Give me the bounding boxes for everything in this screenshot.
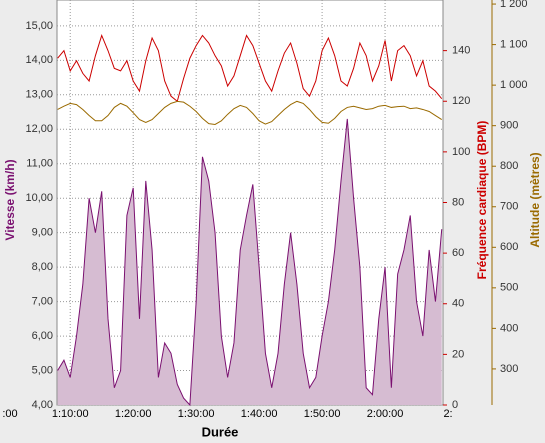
y3-tick-label: 500 xyxy=(500,282,518,294)
series-line xyxy=(57,100,443,125)
y3-tick-label: 400 xyxy=(500,322,518,334)
series-line xyxy=(57,118,443,407)
x-tick-label: 1:50:00 xyxy=(304,408,341,420)
x-tick-label: 2: xyxy=(443,408,452,420)
y3-tick-label: 300 xyxy=(500,363,518,375)
series-line xyxy=(57,33,443,103)
y2-tick-label: 140 xyxy=(452,45,470,57)
y2-tick-label: 20 xyxy=(452,348,464,360)
y3-tick-label: 1 100 xyxy=(500,39,528,51)
y3-tick-label: 800 xyxy=(500,160,518,172)
x-tick-label: 1:40:00 xyxy=(241,408,278,420)
x-tick-label: 1:20:00 xyxy=(115,408,152,420)
y3-tick-label: 1 000 xyxy=(500,79,528,91)
y-tick-label: 11,00 xyxy=(26,158,53,170)
y-tick-label: 14,00 xyxy=(25,54,53,66)
y2-tick-label: 100 xyxy=(452,146,470,158)
y-axis-title: Vitesse (km/h) xyxy=(3,159,17,240)
area-fill xyxy=(57,118,442,406)
y2-tick-label: 0 xyxy=(452,399,458,411)
y-tick-label: 5,00 xyxy=(32,364,53,376)
y2-tick-label: 120 xyxy=(452,95,470,107)
y-tick-label: 8,00 xyxy=(32,261,53,273)
y3-tick-label: 700 xyxy=(500,201,518,213)
y-tick-label: 4,00 xyxy=(32,399,53,411)
y2-tick-label: 80 xyxy=(452,196,464,208)
y-tick-label: 9,00 xyxy=(32,227,53,239)
x-tick-label: 1:10:00 xyxy=(52,408,89,420)
y-tick-label: 13,00 xyxy=(25,89,53,101)
y-tick-label: 12,00 xyxy=(25,123,53,135)
x-tick-label: 1:30:00 xyxy=(178,408,215,420)
y-tick-label: 6,00 xyxy=(32,330,53,342)
y-tick-label: 10,00 xyxy=(25,192,53,204)
y-tick-label: 7,00 xyxy=(32,296,53,308)
y2-tick-label: 60 xyxy=(452,247,464,259)
y3-axis-title: Altitude (mètres) xyxy=(528,152,542,247)
y3-tick-label: 600 xyxy=(500,241,518,253)
x-tick-label: :00 xyxy=(2,408,17,420)
y2-tick-label: 40 xyxy=(452,298,464,310)
y3-tick-label: 1 200 xyxy=(500,0,528,10)
y-tick-label: 15,00 xyxy=(25,20,53,32)
x-tick-label: 2:00:00 xyxy=(367,408,404,420)
y3-tick-label: 900 xyxy=(500,120,518,132)
y2-axis-title: Fréquence cardiaque (BPM) xyxy=(475,121,489,280)
x-axis-title: Durée xyxy=(202,424,239,439)
